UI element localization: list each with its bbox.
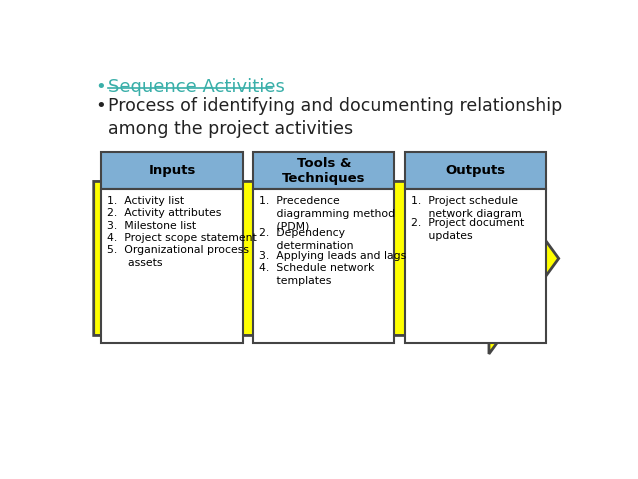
Text: 3.  Applying leads and lags: 3. Applying leads and lags	[259, 251, 406, 261]
FancyBboxPatch shape	[405, 152, 546, 189]
Text: 1.  Activity list: 1. Activity list	[107, 196, 184, 206]
FancyBboxPatch shape	[253, 189, 394, 343]
FancyBboxPatch shape	[101, 152, 242, 189]
Text: 1.  Project schedule
     network diagram: 1. Project schedule network diagram	[411, 196, 521, 219]
Text: Process of identifying and documenting relationship
among the project activities: Process of identifying and documenting r…	[108, 97, 562, 138]
Text: 4.  Project scope statement: 4. Project scope statement	[107, 233, 256, 243]
Text: Sequence Activities: Sequence Activities	[108, 78, 285, 96]
Text: 4.  Schedule network
     templates: 4. Schedule network templates	[259, 263, 374, 286]
FancyBboxPatch shape	[253, 152, 394, 189]
FancyBboxPatch shape	[405, 189, 546, 343]
Text: •: •	[95, 97, 106, 115]
Text: 2.  Project document
     updates: 2. Project document updates	[411, 218, 524, 241]
Text: 3.  Milestone list: 3. Milestone list	[107, 221, 196, 231]
Text: 1.  Precedence
     diagramming method
     (PDM): 1. Precedence diagramming method (PDM)	[259, 196, 395, 232]
Text: •: •	[95, 78, 106, 96]
Text: Inputs: Inputs	[148, 164, 196, 177]
Text: Outputs: Outputs	[446, 164, 506, 177]
Polygon shape	[94, 163, 559, 354]
FancyBboxPatch shape	[101, 189, 242, 343]
Text: 2.  Dependency
     determination: 2. Dependency determination	[259, 228, 353, 251]
Text: Tools &
Techniques: Tools & Techniques	[282, 157, 366, 185]
Text: 2.  Activity attributes: 2. Activity attributes	[107, 208, 221, 218]
Text: 5.  Organizational process
      assets: 5. Organizational process assets	[107, 245, 249, 268]
